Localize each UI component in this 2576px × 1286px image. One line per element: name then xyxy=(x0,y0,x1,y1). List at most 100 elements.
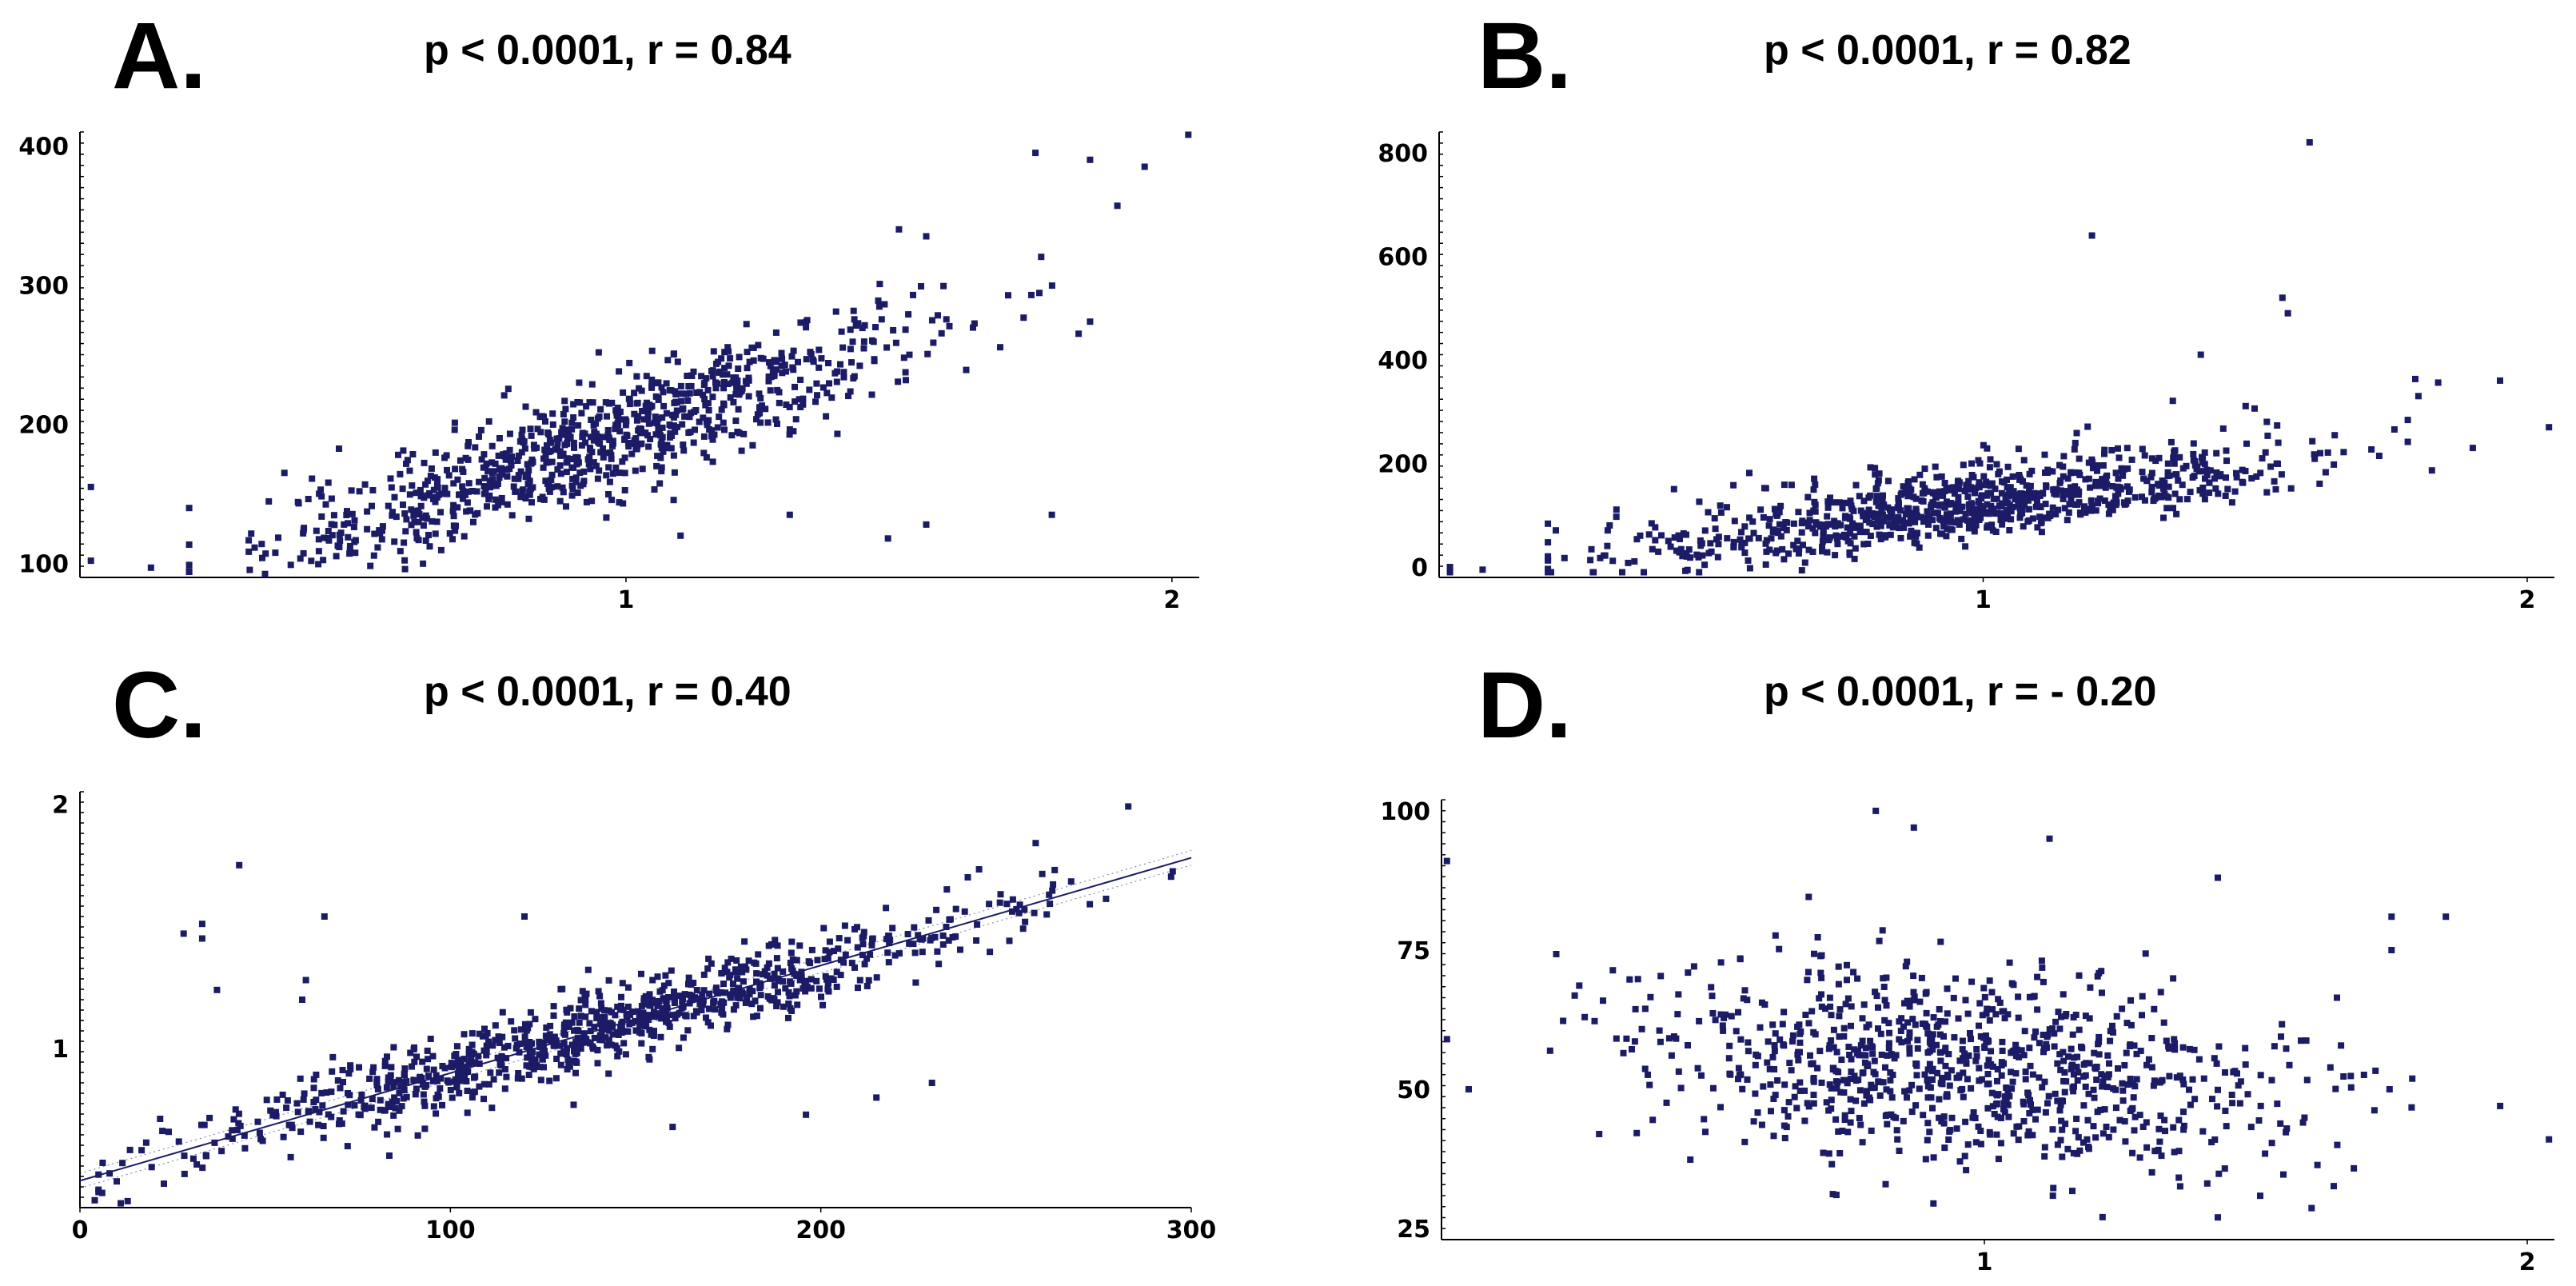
scatter-point xyxy=(638,1003,645,1009)
scatter-point xyxy=(2303,1076,2311,1084)
scatter-point xyxy=(1794,537,1801,545)
scatter-point xyxy=(2164,460,2171,467)
scatter-point xyxy=(2098,482,2105,489)
scatter-point xyxy=(1900,1023,1907,1030)
scatter-point xyxy=(2123,1020,2131,1027)
scatter-point xyxy=(1634,976,1641,983)
scatter-point xyxy=(329,1068,336,1075)
scatter-point xyxy=(1966,519,1972,526)
scatter-point xyxy=(1993,461,2000,468)
scatter-point xyxy=(1701,1116,1708,1123)
scatter-point xyxy=(455,1070,461,1077)
scatter-point xyxy=(2011,1047,2018,1054)
scatter-point xyxy=(2145,1056,2152,1063)
scatter-point xyxy=(2076,1147,2084,1154)
scatter-point xyxy=(2104,1052,2111,1059)
scatter-point xyxy=(1760,1083,1767,1090)
scatter-point xyxy=(488,459,496,466)
scatter-point xyxy=(1784,1112,1792,1120)
scatter-point xyxy=(1667,543,1674,550)
scatter-point xyxy=(2546,1136,2553,1143)
scatter-point xyxy=(2092,1134,2099,1141)
scatter-point xyxy=(674,423,681,430)
scatter-point xyxy=(2088,497,2095,504)
scatter-point xyxy=(2106,1060,2112,1067)
scatter-point xyxy=(1479,566,1486,573)
scatter-point xyxy=(2054,1060,2061,1067)
scatter-point xyxy=(2001,1015,2008,1022)
scatter-point xyxy=(411,1044,417,1051)
scatter-point xyxy=(596,992,604,1000)
scatter-point xyxy=(2308,1204,2315,1212)
scatter-point xyxy=(1880,984,1888,990)
scatter-point xyxy=(1766,546,1773,553)
scatter-point xyxy=(432,449,439,456)
scatter-point xyxy=(592,462,600,469)
scatter-point xyxy=(1940,1113,1948,1120)
scatter-point xyxy=(2171,1148,2178,1156)
scatter-point xyxy=(654,973,661,980)
scatter-point xyxy=(2072,1128,2080,1135)
scatter-point xyxy=(369,1068,377,1076)
scatter-point xyxy=(1976,1064,1983,1072)
scatter-point xyxy=(796,396,803,403)
scatter-point xyxy=(1878,1051,1885,1058)
scatter-point xyxy=(502,456,509,463)
scatter-point xyxy=(1036,290,1043,297)
scatter-point xyxy=(1971,528,1978,535)
scatter-point xyxy=(258,541,265,548)
scatter-point xyxy=(2092,482,2099,489)
scatter-point xyxy=(1741,1138,1749,1145)
scatter-point xyxy=(387,1078,394,1085)
scatter-point xyxy=(421,1102,429,1109)
scatter-point xyxy=(903,377,909,384)
scatter-point xyxy=(826,949,833,956)
scatter-point xyxy=(1929,517,1936,524)
scatter-point xyxy=(1937,938,1944,945)
scatter-point xyxy=(1806,517,1813,524)
scatter-point xyxy=(2203,1180,2211,1187)
scatter-point xyxy=(616,1048,623,1055)
scatter-point xyxy=(636,1016,643,1023)
scatter-point xyxy=(2059,1153,2066,1160)
scatter-point xyxy=(1827,1003,1834,1010)
scatter-point xyxy=(2223,1123,2230,1130)
scatter-point xyxy=(732,968,740,976)
scatter-point xyxy=(1948,500,1955,506)
scatter-point xyxy=(470,518,477,525)
scatter-point xyxy=(1576,982,1583,989)
scatter-point xyxy=(401,565,409,573)
scatter-point xyxy=(1796,1039,1804,1046)
scatter-point xyxy=(2242,1061,2249,1068)
scatter-point xyxy=(1851,533,1858,540)
scatter-point xyxy=(2171,453,2179,461)
scatter-point xyxy=(437,509,444,516)
scatter-point xyxy=(496,435,503,441)
scatter-point xyxy=(775,988,781,996)
scatter-point xyxy=(788,938,796,945)
scatter-point xyxy=(2228,499,2235,506)
scatter-point xyxy=(1745,557,1752,564)
scatter-point xyxy=(1600,997,1606,1004)
scatter-point xyxy=(2235,1082,2242,1089)
scatter-point xyxy=(2040,1048,2047,1056)
scatter-point xyxy=(2176,453,2183,461)
scatter-point xyxy=(500,392,508,399)
scatter-point xyxy=(2006,1092,2013,1100)
scatter-point xyxy=(1553,527,1559,534)
scatter-point xyxy=(609,1021,616,1028)
scatter-point xyxy=(975,866,983,873)
scatter-point xyxy=(287,1153,294,1160)
scatter-point xyxy=(1685,1042,1691,1048)
scatter-point xyxy=(536,1064,544,1071)
scatter-point xyxy=(2199,454,2207,461)
scatter-point xyxy=(410,1076,417,1084)
scatter-point xyxy=(318,513,325,520)
scatter-point xyxy=(1842,1000,1849,1008)
scatter-point xyxy=(434,1091,441,1098)
scatter-point xyxy=(411,1058,418,1065)
scatter-point xyxy=(856,976,863,984)
scatter-point xyxy=(753,970,760,977)
